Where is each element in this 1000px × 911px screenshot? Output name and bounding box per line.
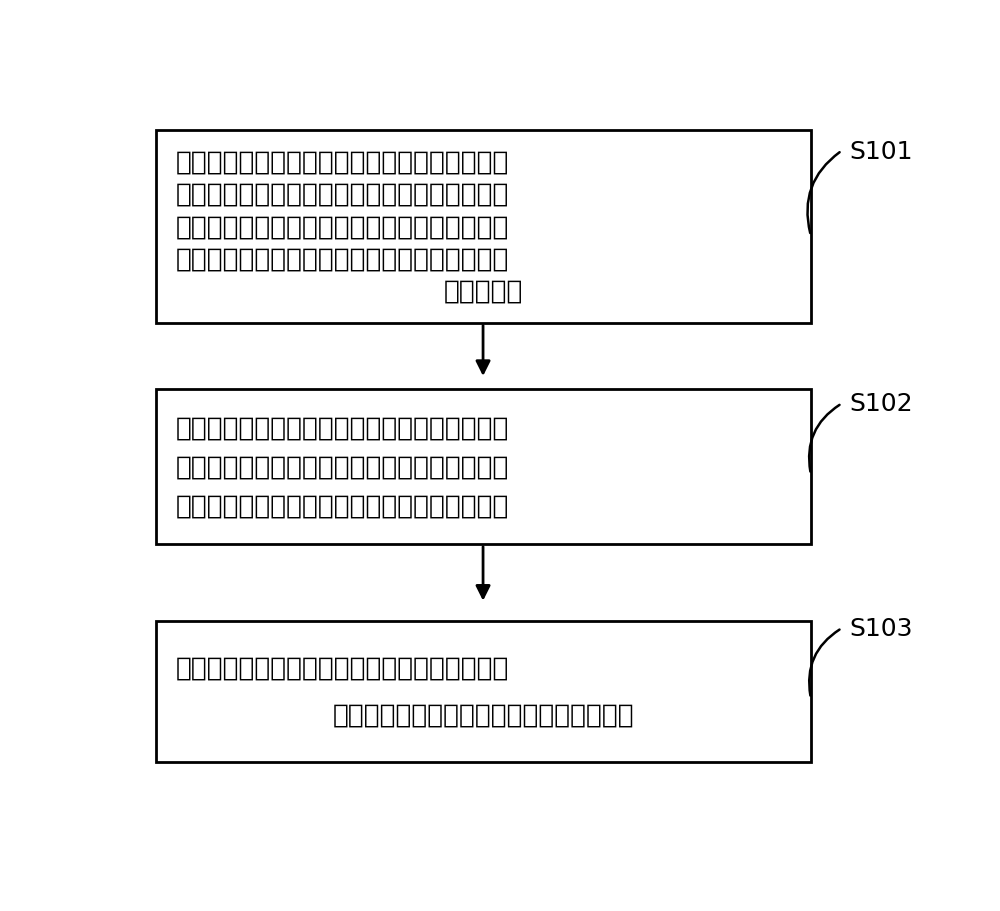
Bar xyxy=(156,130,811,323)
Bar xyxy=(156,390,811,544)
Text: S102: S102 xyxy=(850,392,913,416)
Text: 制所述第一游戏角色执行所述目标交互事件: 制所述第一游戏角色执行所述目标交互事件 xyxy=(333,702,634,728)
Text: 中，所述第一游戏角色在不同赛季对应的目标任: 中，所述第一游戏角色在不同赛季对应的目标任 xyxy=(175,214,509,240)
Text: 中，不同类别的角色阵营所对应的交互事件不同: 中，不同类别的角色阵营所对应的交互事件不同 xyxy=(175,493,509,518)
Text: 根据所述第一游戏角色对目标任务的执行结果，: 根据所述第一游戏角色对目标任务的执行结果， xyxy=(175,149,509,176)
Text: 根据所述第一游戏角色所属的目标角色阵营，确: 根据所述第一游戏角色所属的目标角色阵营，确 xyxy=(175,415,509,442)
Bar xyxy=(156,621,811,762)
Text: 务不同；所述目标角色阵营包括统治者阵营或者: 务不同；所述目标角色阵营包括统治者阵营或者 xyxy=(175,246,509,272)
Text: S101: S101 xyxy=(850,139,913,163)
Text: 响应针对所述第一游戏角色的第一交互指令，控: 响应针对所述第一游戏角色的第一交互指令，控 xyxy=(175,655,509,681)
Text: 谋逆者阵营: 谋逆者阵营 xyxy=(444,278,523,304)
Text: 定所述第一游戏角色待执行的目标交互事件；其: 定所述第一游戏角色待执行的目标交互事件；其 xyxy=(175,454,509,480)
Text: 确定所述第一游戏角色所属的目标角色阵营；其: 确定所述第一游戏角色所属的目标角色阵营；其 xyxy=(175,181,509,208)
Text: S103: S103 xyxy=(850,617,913,640)
